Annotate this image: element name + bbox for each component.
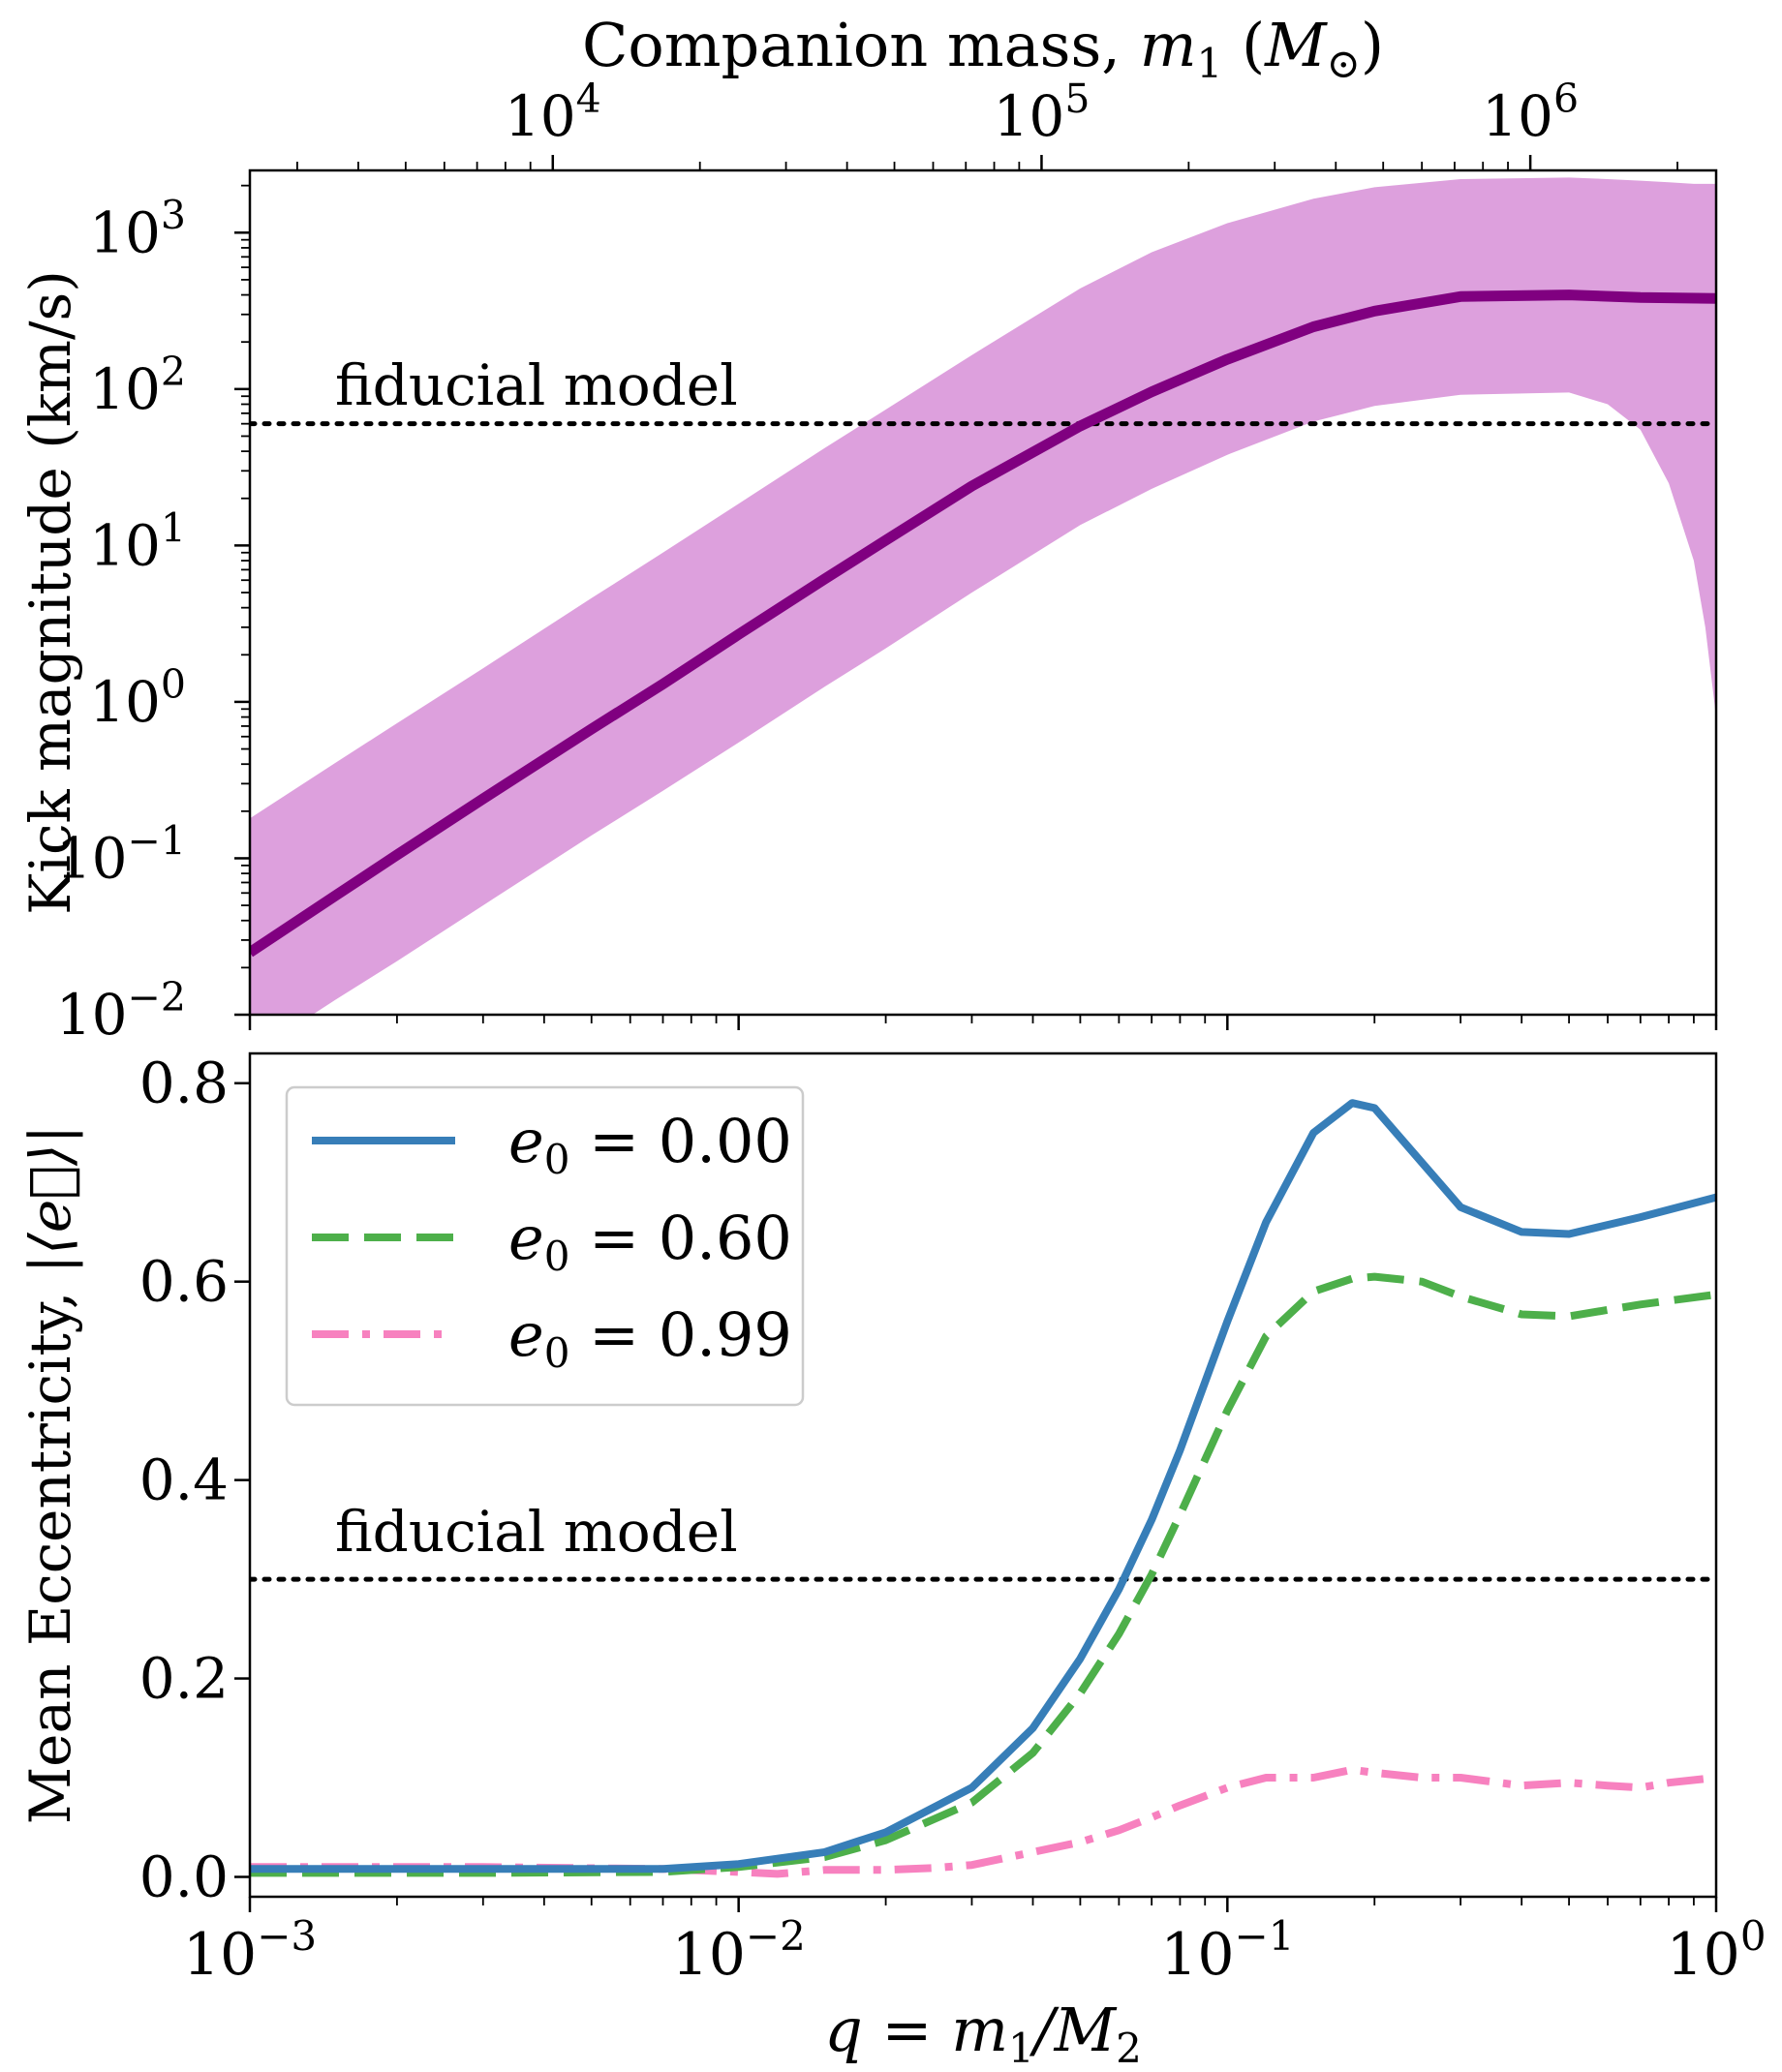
mass-tick-label-0: 104 xyxy=(505,76,601,149)
bottom-x-tick-label-0-base: 10 xyxy=(183,1921,257,1989)
mass-tick-label-2-base: 10 xyxy=(1482,83,1553,149)
top-y-tick-label-2-exp: 0 xyxy=(161,661,186,708)
bottom-x-tick-label-0: 10−3 xyxy=(183,1912,317,1989)
bottom-y-tick-label-0: 0.0 xyxy=(139,1844,229,1910)
kick-range-band xyxy=(250,177,1716,1015)
top-y-tick-label-5-exp: 3 xyxy=(161,192,186,238)
bottom-panel: fiducial model 0.00.20.40.60.8 10−3 10−2 1… xyxy=(17,1051,1767,2072)
top-y-tick-label-1-base: 10 xyxy=(56,825,128,891)
top-x-axis-title: Companion mass, m1 (M⊙) xyxy=(582,10,1384,87)
top-y-tick-label-3-base: 10 xyxy=(89,512,161,578)
bottom-x-tick-label-3-exp: 0 xyxy=(1740,1912,1767,1960)
top-secondary-ticks: 104 105 106 xyxy=(296,76,1678,170)
bottom-x-tick-label-2: 10−1 xyxy=(1160,1912,1294,1989)
legend-label-e0-0.99: e0 = 0.99 xyxy=(508,1299,792,1377)
top-y-tick-label-0-exp: −2 xyxy=(128,974,186,1021)
bottom-x-tick-label-3: 100 xyxy=(1666,1912,1766,1989)
legend-sub-1: 0 xyxy=(544,1233,570,1280)
bottom-x-tick-label-3-base: 10 xyxy=(1666,1921,1739,1989)
mass-tick-label-2: 106 xyxy=(1482,76,1579,149)
top-x-title-unit: M xyxy=(1264,10,1328,80)
legend-rest-2: = 0.99 xyxy=(569,1299,791,1370)
top-x-title-text: Companion mass, xyxy=(582,10,1140,80)
top-y-tick-label-4-base: 10 xyxy=(89,356,161,422)
legend-var-0: e xyxy=(508,1106,544,1176)
x-title-eq: = xyxy=(863,1995,951,2065)
bottom-y-axis-title: Mean Eccentricity, |⟨e⃗⟩| xyxy=(17,1125,83,1824)
top-y-axis-title: Kick magnitude (km/s) xyxy=(17,270,83,915)
series-e0-0.60-line xyxy=(250,1272,1716,1877)
x-title-M-sub: 2 xyxy=(1116,2025,1142,2072)
series-e0-0.99-line xyxy=(250,1765,1716,1878)
bottom-fiducial-label: fiducial model xyxy=(335,1499,738,1565)
bottom-x-tick-label-1-exp: −2 xyxy=(746,1912,806,1960)
x-title-M: M xyxy=(1054,1995,1118,2065)
top-y-tick-label-1: 10−1 xyxy=(56,817,186,891)
top-x-title-paren-open: ( xyxy=(1222,10,1265,80)
top-fiducial-label: fiducial model xyxy=(335,352,738,418)
legend-rest-0: = 0.00 xyxy=(569,1106,791,1176)
top-y-tick-label-3: 101 xyxy=(89,504,186,578)
x-title-m-sub: 1 xyxy=(1008,2025,1034,2072)
legend-label-e0-0.00: e0 = 0.00 xyxy=(508,1106,792,1183)
mass-tick-label-0-exp: 4 xyxy=(576,76,601,122)
x-title-slash: / xyxy=(1029,1995,1060,2065)
top-y-tick-label-0: 10−2 xyxy=(56,974,186,1048)
top-x-minor-ticks xyxy=(248,1015,1718,1030)
legend-label-e0-0.60: e0 = 0.60 xyxy=(508,1203,792,1280)
legend: e0 = 0.00 e0 = 0.60 e0 = 0.99 xyxy=(285,1085,805,1407)
bottom-x-tick-label-2-exp: −1 xyxy=(1235,1912,1295,1960)
median-kick-line xyxy=(250,289,1716,958)
bottom-y-tick-label-1: 0.2 xyxy=(139,1646,229,1712)
top-x-title-var: m xyxy=(1140,10,1197,80)
bottom-y-title-text: Mean Eccentricity, xyxy=(17,1273,83,1824)
top-x-title-paren-close: ) xyxy=(1361,10,1384,80)
bottom-x-axis-title: q = m1/M2 xyxy=(824,1995,1142,2072)
bottom-axes-frame xyxy=(248,1051,1718,1899)
mass-tick-label-0-base: 10 xyxy=(505,83,576,149)
top-y-tick-label-4: 102 xyxy=(89,349,186,422)
bottom-x-tick-label-1: 10−2 xyxy=(672,1912,806,1989)
bottom-x-ticks: 10−3 10−2 10−1 100 xyxy=(183,1897,1767,1989)
top-x-title-unit-sub: ⊙ xyxy=(1327,40,1361,87)
top-y-tick-label-3-exp: 1 xyxy=(161,504,186,551)
bottom-y-title-math: |⟨e⃗⟩| xyxy=(17,1125,83,1273)
legend-rest-1: = 0.60 xyxy=(569,1203,791,1273)
top-y-tick-label-5: 103 xyxy=(89,192,186,265)
legend-var-2: e xyxy=(508,1299,544,1370)
x-title-q: q xyxy=(824,1995,863,2065)
legend-var-1: e xyxy=(508,1203,544,1273)
bottom-y-tick-label-4: 0.8 xyxy=(139,1051,229,1116)
mass-tick-label-2-exp: 6 xyxy=(1553,76,1579,122)
legend-sub-0: 0 xyxy=(544,1136,570,1183)
bottom-y-ticks: 0.0 0.2 0.4 0.6 0.8 xyxy=(139,1051,250,1910)
bottom-y-tick-label-3: 0.6 xyxy=(139,1249,229,1315)
top-y-tick-label-2: 100 xyxy=(89,661,186,735)
bottom-x-tick-label-2-base: 10 xyxy=(1160,1921,1234,1989)
legend-sub-2: 0 xyxy=(544,1329,570,1377)
legend-box xyxy=(285,1085,805,1407)
top-y-tick-label-2-base: 10 xyxy=(89,669,161,735)
mass-tick-label-1-exp: 5 xyxy=(1064,76,1090,122)
top-y-tick-label-4-exp: 2 xyxy=(161,349,186,395)
series-e0-0.00-line xyxy=(250,1099,1716,1874)
bottom-x-tick-label-0-exp: −3 xyxy=(257,1912,317,1960)
top-y-tick-label-5-base: 10 xyxy=(89,199,161,265)
mass-tick-label-1-base: 10 xyxy=(994,83,1065,149)
mass-tick-label-1: 105 xyxy=(994,76,1091,149)
top-y-tick-label-1-exp: −1 xyxy=(128,817,186,864)
bottom-y-tick-label-2: 0.4 xyxy=(139,1447,229,1513)
top-y-tick-label-0-base: 10 xyxy=(56,982,128,1048)
x-title-m: m xyxy=(951,1995,1008,2065)
top-x-title-sub: 1 xyxy=(1197,40,1223,87)
bottom-x-tick-label-1-base: 10 xyxy=(672,1921,746,1989)
top-axes-frame xyxy=(248,168,1718,1017)
